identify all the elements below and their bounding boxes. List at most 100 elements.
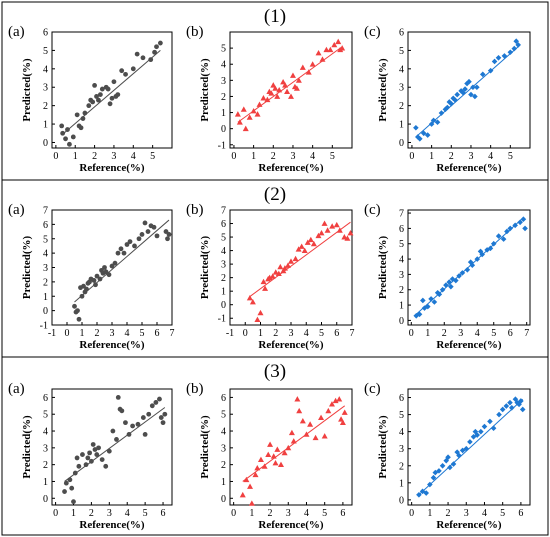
data-point-1a bbox=[94, 94, 99, 99]
data-point-1c bbox=[448, 101, 455, 107]
data-point-1a bbox=[78, 125, 84, 131]
y-tick-label-2b: 6 bbox=[221, 219, 226, 230]
data-point-2c bbox=[504, 228, 510, 235]
data-point-2b bbox=[347, 230, 354, 236]
data-point-1b bbox=[295, 77, 302, 83]
data-point-2b bbox=[333, 221, 340, 228]
fit-line-1a bbox=[61, 50, 161, 136]
data-point-3c bbox=[445, 454, 451, 461]
data-point-3a bbox=[62, 489, 67, 494]
data-point-1c bbox=[454, 91, 460, 98]
data-point-3c bbox=[481, 423, 488, 430]
x-tick-label-1a: 4 bbox=[131, 151, 136, 162]
data-point-3b bbox=[303, 431, 310, 437]
data-point-1c bbox=[460, 89, 466, 96]
x-tick-label-3a: 4 bbox=[125, 508, 130, 519]
data-point-1a bbox=[92, 82, 97, 88]
data-point-3c bbox=[467, 439, 473, 445]
x-tick-label-2a: 2 bbox=[95, 328, 100, 339]
data-point-2b bbox=[315, 232, 322, 239]
data-point-3a bbox=[71, 499, 76, 505]
data-point-2c bbox=[436, 291, 443, 298]
y-tick-label-2c: 5 bbox=[399, 239, 404, 250]
x-tick-label-1a: 3 bbox=[111, 151, 116, 162]
data-point-3c bbox=[443, 457, 450, 464]
data-point-1c bbox=[420, 130, 427, 137]
plot-frame-3b bbox=[229, 388, 353, 506]
y-tick-label-2c: 3 bbox=[399, 270, 404, 281]
data-point-2a bbox=[72, 303, 77, 309]
data-point-2b bbox=[310, 240, 317, 247]
data-point-3b bbox=[288, 429, 295, 436]
data-point-3c bbox=[439, 462, 446, 469]
data-point-3a bbox=[63, 480, 69, 486]
x-tick-label-1a: 2 bbox=[92, 151, 97, 162]
data-point-3a bbox=[110, 428, 116, 434]
data-point-3c bbox=[487, 418, 493, 425]
data-point-2a bbox=[112, 260, 118, 266]
data-point-3b bbox=[252, 471, 259, 478]
data-point-1c bbox=[474, 84, 480, 91]
y-tick-label-3a: 6 bbox=[43, 393, 48, 404]
x-tick-label-2a: 5 bbox=[140, 328, 145, 339]
y-axis-label-3c: Predicted(%) bbox=[377, 415, 389, 479]
data-point-3c bbox=[490, 425, 497, 432]
data-point-2a bbox=[163, 229, 169, 234]
data-point-1c bbox=[468, 91, 474, 98]
data-point-3b bbox=[270, 453, 277, 459]
data-point-1c bbox=[472, 93, 478, 100]
data-point-3c bbox=[499, 406, 506, 413]
data-point-2a bbox=[139, 232, 145, 237]
data-point-1b bbox=[280, 78, 287, 85]
data-point-1a bbox=[80, 116, 86, 121]
x-tick-label-2c: 0 bbox=[409, 328, 414, 339]
data-point-2a bbox=[121, 250, 127, 256]
data-point-2b bbox=[284, 262, 291, 268]
data-point-3c bbox=[496, 411, 502, 418]
data-point-1b bbox=[319, 56, 326, 62]
data-point-3b bbox=[265, 451, 272, 457]
data-point-1a bbox=[154, 44, 159, 50]
x-tick-label-2b: 4 bbox=[304, 328, 309, 339]
data-point-1c bbox=[513, 38, 520, 45]
data-point-2b bbox=[298, 243, 305, 249]
panel-label-3c: (c) bbox=[364, 381, 381, 397]
data-point-3a bbox=[72, 470, 78, 476]
y-tick-label-3b: 1 bbox=[221, 477, 226, 488]
x-tick-label-1a: 1 bbox=[73, 151, 78, 162]
y-tick-label-3a: 2 bbox=[43, 460, 48, 471]
data-point-3b bbox=[307, 421, 314, 427]
data-point-2c bbox=[443, 282, 449, 288]
data-point-3b bbox=[274, 446, 281, 452]
data-point-2c bbox=[477, 248, 484, 255]
x-tick-label-3c: 3 bbox=[464, 508, 469, 519]
fit-line-2a bbox=[74, 219, 170, 303]
data-point-2c bbox=[431, 299, 438, 305]
data-point-2c bbox=[490, 240, 497, 247]
y-tick-label-3a: 0 bbox=[43, 494, 48, 505]
data-point-1c bbox=[466, 78, 472, 85]
data-point-3c bbox=[459, 447, 466, 454]
y-tick-label-2a: 0 bbox=[43, 306, 48, 317]
data-point-3b bbox=[299, 417, 306, 424]
data-point-1b bbox=[282, 82, 289, 88]
data-point-2c bbox=[459, 270, 466, 276]
x-tick-label-2b: 5 bbox=[319, 328, 324, 339]
data-point-1c bbox=[428, 121, 435, 127]
data-point-1b bbox=[270, 82, 277, 88]
data-point-3c bbox=[423, 490, 430, 496]
data-point-1b bbox=[236, 119, 243, 125]
plot-frame-3c bbox=[407, 388, 531, 506]
plot-frame-3a bbox=[51, 388, 173, 506]
data-point-2b bbox=[321, 220, 328, 226]
data-point-3a bbox=[146, 411, 152, 417]
data-point-2c bbox=[446, 279, 453, 285]
x-tick-label-3c: 5 bbox=[500, 508, 505, 519]
y-tick-label-2a: 1 bbox=[43, 292, 48, 303]
data-point-3b bbox=[267, 441, 274, 447]
data-point-1c bbox=[430, 117, 437, 124]
x-axis-label-3c: Reference(%) bbox=[436, 519, 501, 531]
data-point-2a bbox=[118, 246, 124, 252]
data-point-1a bbox=[90, 99, 96, 105]
